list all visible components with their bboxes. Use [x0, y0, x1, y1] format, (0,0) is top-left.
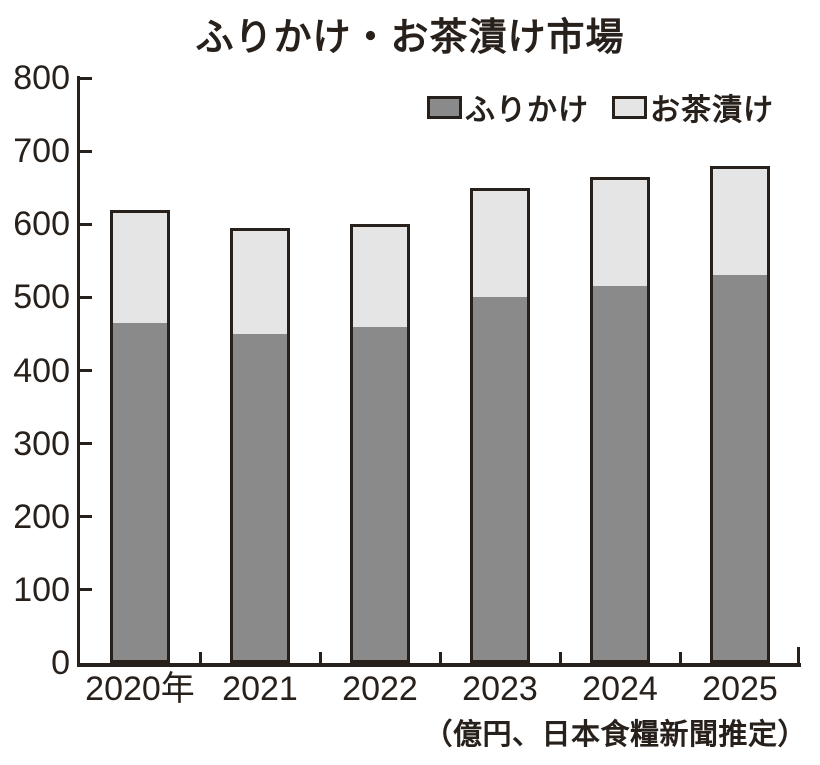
x-axis-label: 2023	[462, 670, 538, 708]
bar-segment-furikake-2025	[710, 275, 770, 663]
x-axis-label: 2022	[342, 670, 418, 708]
y-axis-tick	[80, 588, 92, 592]
y-axis-tick	[80, 149, 92, 153]
bar-segment-ochazuke-2020年	[110, 209, 170, 326]
bar-segment-ochazuke-2023	[470, 187, 530, 301]
y-axis-tick	[80, 222, 92, 226]
bar-segment-ochazuke-2022	[350, 224, 410, 330]
x-axis-tick	[438, 652, 442, 663]
y-axis-tick	[80, 369, 92, 372]
bar-segment-furikake-2020年	[110, 322, 170, 663]
legend-item-ochazuke: お茶漬け	[612, 85, 774, 129]
x-axis-tick	[318, 652, 322, 663]
bar-segment-ochazuke-2024	[590, 176, 650, 290]
y-axis-tick	[80, 76, 92, 80]
bar-segment-ochazuke-2025	[710, 165, 770, 279]
y-axis-label: 800	[13, 59, 70, 97]
x-axis-label: 2024	[582, 670, 658, 708]
legend-label-furikake: ふりかけ	[465, 94, 589, 127]
y-axis-label: 300	[13, 424, 70, 463]
bar-segment-furikake-2024	[590, 286, 650, 663]
x-axis-tick	[558, 652, 562, 663]
bar-segment-furikake-2022	[350, 326, 410, 663]
bar-segment-furikake-2023	[470, 297, 530, 663]
x-axis-tick	[678, 652, 682, 663]
y-axis-tick	[80, 295, 92, 299]
legend-item-furikake: ふりかけ	[427, 85, 589, 129]
bar-segment-ochazuke-2021	[230, 227, 290, 337]
x-axis-label: 2025	[702, 670, 778, 708]
source-note: （億円、日本食糧新聞推定）	[423, 719, 807, 751]
legend: ふりかけ お茶漬け	[427, 85, 774, 129]
y-axis-label: 100	[13, 570, 70, 609]
y-axis-label: 0	[51, 644, 70, 682]
y-axis-label: 700	[13, 132, 70, 171]
x-axis-tick	[198, 652, 202, 663]
legend-label-ochazuke: お茶漬け	[650, 94, 774, 127]
x-axis-label: 2020年	[85, 670, 195, 708]
bar-segment-furikake-2021	[230, 333, 290, 663]
y-axis-label: 400	[13, 351, 70, 390]
x-axis-end-tick	[797, 647, 800, 663]
y-axis-label: 500	[13, 278, 70, 317]
legend-swatch-furikake	[427, 95, 462, 119]
y-axis-tick	[80, 442, 92, 446]
x-axis-label: 2021	[222, 670, 298, 708]
legend-swatch-ochazuke	[612, 95, 647, 119]
chart-title: ふりかけ・お茶漬け市場	[195, 17, 625, 59]
y-axis	[77, 76, 80, 667]
y-axis-label: 200	[13, 497, 70, 536]
x-axis	[77, 663, 801, 667]
y-axis-label: 600	[13, 205, 70, 244]
y-axis-tick	[80, 515, 92, 519]
